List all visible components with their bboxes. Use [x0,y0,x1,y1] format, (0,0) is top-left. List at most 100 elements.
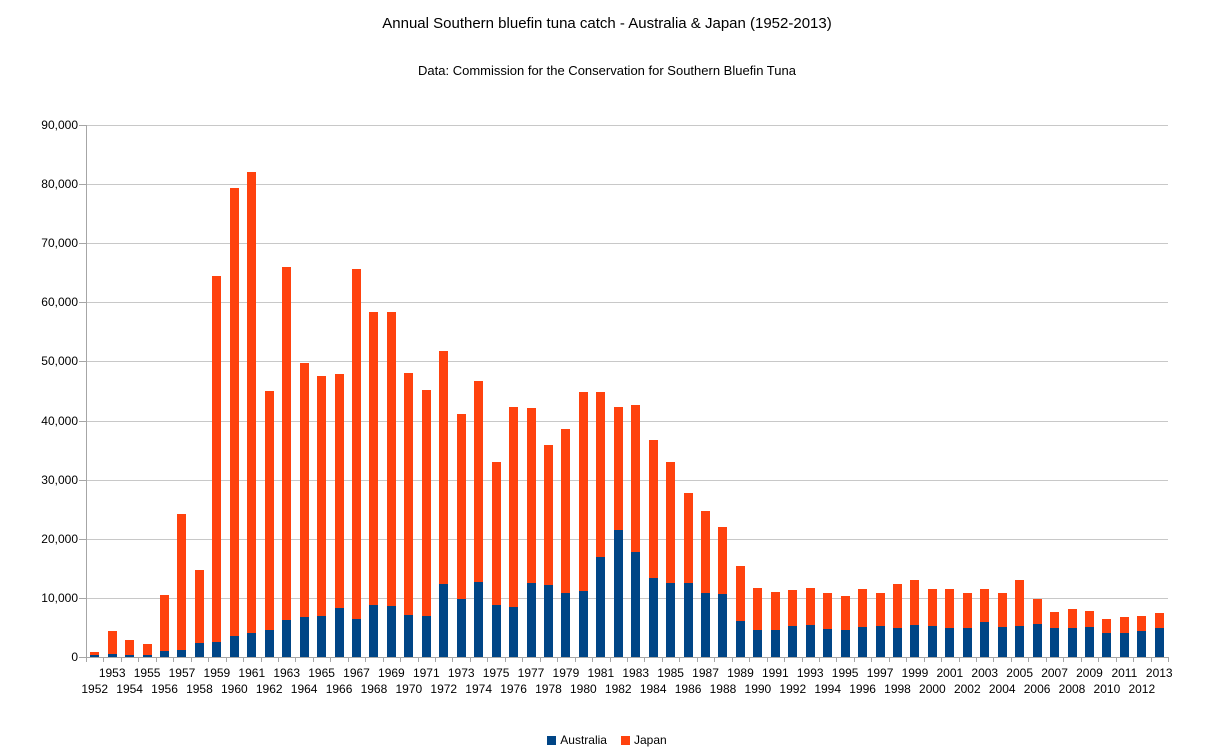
bar-1981-australia [596,557,606,657]
bar-1978-japan [543,445,553,585]
bar-1970-australia [404,615,414,657]
x-tick-mark [382,658,384,662]
x-tick-label-1979: 1979 [552,666,580,680]
bar-2007-australia [1050,628,1060,657]
bar-2004 [997,592,1007,657]
y-tick-label-0: 0 [71,650,78,664]
plot-area [86,125,1168,657]
x-tick-label-2012: 2012 [1128,682,1156,696]
x-tick-mark [766,658,768,662]
bar-1973-australia [456,598,466,657]
bar-1965-japan [317,375,327,617]
bar-1965 [317,375,327,657]
x-tick-mark [243,658,245,662]
bar-1972-japan [439,350,449,584]
x-tick-mark [103,658,105,662]
bar-1981-japan [596,392,606,558]
bar-1995-japan [840,595,850,631]
bar-1985 [666,462,676,657]
gridline-70000 [86,243,1168,245]
bar-1957-japan [177,514,187,650]
x-tick-label-2013: 2013 [1145,666,1173,680]
x-tick-label-1990: 1990 [744,682,772,696]
bar-2003 [980,589,990,657]
x-tick-label-2004: 2004 [988,682,1016,696]
bar-1954 [125,640,135,657]
x-tick-label-1996: 1996 [849,682,876,696]
y-tick-mark [79,184,86,186]
bar-1958-japan [194,569,204,644]
bar-2002-japan [962,593,972,629]
bar-1997-japan [875,592,885,626]
y-tick-label-10000: 10,000 [41,590,78,605]
x-tick-label-1982: 1982 [604,682,632,696]
bar-1991-japan [770,592,780,631]
bar-1983 [631,405,641,657]
y-tick-mark [79,243,86,245]
x-tick-label-1962: 1962 [255,682,283,696]
x-tick-label-2001: 2001 [936,666,964,680]
x-tick-mark [574,658,576,662]
gridline-40000 [86,420,1168,422]
bar-1961-japan [247,172,257,633]
x-tick-label-1971: 1971 [412,666,440,680]
bar-1963 [282,267,292,657]
bar-1999-japan [910,580,920,625]
bar-1996-japan [858,589,868,627]
bar-1956-japan [160,594,170,652]
bar-2009-japan [1084,610,1094,628]
bar-1952-japan [90,652,100,656]
y-tick-label-60000: 60,000 [41,295,78,310]
x-tick-mark [714,658,716,662]
bar-1964-japan [299,363,309,617]
bar-1974 [474,381,484,657]
bar-1987-australia [701,593,711,657]
x-tick-label-1953: 1953 [98,666,126,680]
x-tick-mark [784,658,786,662]
bar-2005 [1015,579,1025,657]
x-tick-label-1961: 1961 [238,666,266,680]
x-tick-label-1956: 1956 [151,682,178,696]
x-tick-label-1997: 1997 [866,666,894,680]
legend-label-australia: Australia [560,733,607,747]
bar-1967-australia [352,619,361,657]
y-tick-mark [79,538,86,540]
legend-item-japan: Japan [620,733,667,747]
x-tick-label-1980: 1980 [570,682,597,696]
bar-1979-japan [561,428,571,594]
x-tick-label-1973: 1973 [447,666,475,680]
bar-1996-australia [858,626,868,657]
bar-1960-australia [229,636,239,657]
bar-1999 [910,580,920,657]
bar-1964 [299,363,309,657]
bar-1954-japan [125,640,135,655]
bar-1975-australia [491,604,501,657]
bar-1994 [823,593,833,657]
bar-2010-australia [1102,632,1112,657]
bar-1966-japan [334,373,344,609]
x-tick-label-1989: 1989 [727,666,754,680]
bar-2012 [1137,615,1147,657]
bar-1969-japan [386,311,396,606]
x-tick-mark [417,658,419,662]
bar-1972-australia [439,583,449,657]
bar-1993-australia [805,625,815,657]
bar-1984-japan [648,439,658,578]
bar-1964-australia [299,616,309,657]
chart-title: Annual Southern bluefin tuna catch - Aus… [382,15,832,32]
bar-1995 [840,595,850,657]
bar-1980-japan [578,391,588,591]
x-tick-mark [976,658,978,662]
x-tick-label-2008: 2008 [1058,682,1086,696]
bar-1990 [753,588,763,657]
x-tick-mark [330,658,332,662]
x-tick-mark [679,658,681,662]
y-axis-line [86,125,87,658]
x-tick-mark [853,658,855,662]
x-tick-mark [836,658,838,662]
bar-1983-japan [631,405,641,553]
x-tick-label-2009: 2009 [1076,666,1103,680]
bar-1969 [386,311,396,657]
y-tick-label-20000: 20,000 [41,531,78,546]
x-tick-label-1986: 1986 [674,682,702,696]
